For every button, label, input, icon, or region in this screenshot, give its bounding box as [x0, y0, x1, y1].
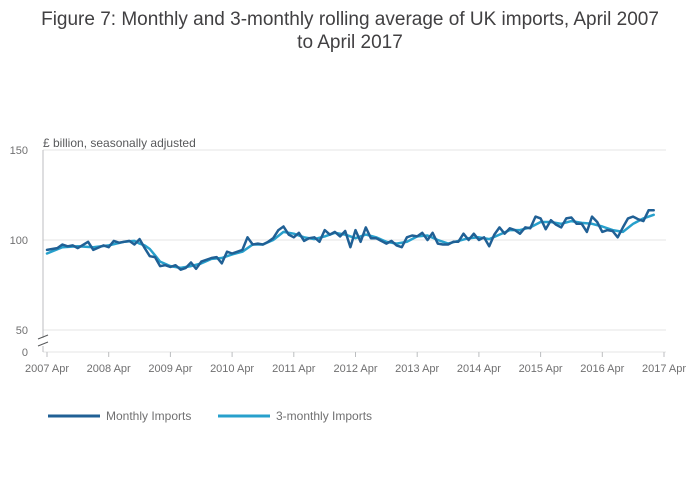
axis-break-mark — [37, 334, 49, 340]
x-tick-label: 2015 Apr — [519, 363, 563, 375]
x-tick-label: 2007 Apr — [25, 363, 69, 375]
axes — [37, 150, 49, 352]
series-lines — [45, 209, 655, 271]
x-tick-label: 2014 Apr — [457, 363, 501, 375]
axis-break-mark — [37, 341, 49, 347]
unit-label: £ billion, seasonally adjusted — [43, 136, 196, 150]
monthly-imports-line — [45, 209, 655, 271]
x-axis-ticks: 2007 Apr 2008 Apr 2009 Apr 2010 Apr 2011 Apr… — [25, 352, 686, 375]
legend-label-rolling: 3-monthly Imports — [276, 409, 372, 423]
y-axis-ticks: 150 100 50 0 — [10, 145, 28, 359]
x-tick-label: 2017 Apr — [642, 363, 686, 375]
chart-title: Figure 7: Monthly and 3-monthly rolling … — [0, 8, 700, 54]
y-tick-label: 150 — [10, 145, 28, 157]
x-tick-label: 2010 Apr — [210, 363, 254, 375]
chart-title-line-2: to April 2017 — [297, 32, 403, 53]
x-tick-label: 2011 Apr — [272, 363, 316, 375]
x-tick-label: 2012 Apr — [333, 363, 377, 375]
x-tick-label: 2008 Apr — [87, 363, 131, 375]
y-tick-label: 50 — [16, 325, 28, 337]
gridlines — [43, 149, 666, 353]
chart-title-line-1: Figure 7: Monthly and 3-monthly rolling … — [41, 9, 659, 30]
legend-label-monthly: Monthly Imports — [106, 409, 191, 423]
y-tick-label: 100 — [10, 235, 28, 247]
legend: Monthly Imports 3-monthly Imports — [48, 409, 372, 423]
y-tick-label-zero: 0 — [22, 347, 28, 359]
x-tick-label: 2009 Apr — [148, 363, 192, 375]
x-tick-label: 2013 Apr — [395, 363, 439, 375]
x-tick-label: 2016 Apr — [580, 363, 624, 375]
